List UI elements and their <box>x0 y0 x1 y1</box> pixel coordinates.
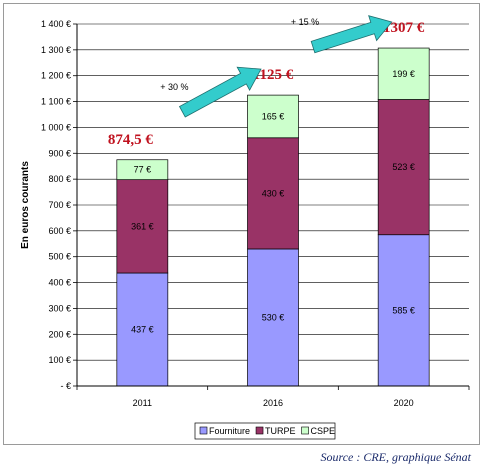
y-tick-label: 1 400 € <box>41 19 71 29</box>
chart-frame: - € 100 € 200 € 300 € 400 € 500 € 600 € 700 € 80… <box>3 3 480 445</box>
segment-label: 430 € <box>262 188 285 198</box>
y-axis-label: En euros courants <box>20 161 31 249</box>
y-tick-label: 300 € <box>48 303 71 313</box>
bar-cspe-2020 <box>377 47 430 100</box>
bar-turpe-2011 <box>116 179 169 274</box>
bar-turpe-2016 <box>247 137 299 250</box>
growth-arrows <box>178 15 393 118</box>
growth-arrow <box>178 66 262 118</box>
labels: 437 € 361 € 77 € 530 € 430 € 165 € 585 € 523 € 1… <box>108 17 425 334</box>
growth-arrow <box>310 15 393 54</box>
axes: - € 100 € 200 € 300 € 400 € 500 € 600 € 700 € 80… <box>20 19 470 408</box>
bar-fourniture-2011 <box>116 272 169 387</box>
legend-swatch <box>255 426 264 435</box>
y-tick-label: 900 € <box>48 148 71 158</box>
bar-cspe-2016 <box>247 94 299 139</box>
bar-turpe-2020 <box>377 99 430 236</box>
x-tick-label: 2020 <box>394 398 414 408</box>
legend: Fourniture TURPE CSPE <box>194 422 336 440</box>
y-tick-label: - € <box>60 381 71 391</box>
segment-label: 530 € <box>262 312 285 322</box>
y-tick-label: 500 € <box>48 252 71 262</box>
y-tick-label: 200 € <box>48 329 71 339</box>
source-note: Source : CRE, graphique Sénat <box>320 450 471 464</box>
segment-label: 77 € <box>134 165 152 175</box>
segment-label: 437 € <box>131 325 154 335</box>
legend-box <box>194 422 336 440</box>
y-tick-label: 100 € <box>48 355 71 365</box>
total-label: 1307 € <box>383 20 425 36</box>
legend-entry: TURPE <box>265 426 296 436</box>
total-label: 1125 € <box>253 67 294 83</box>
y-tick-label: 400 € <box>48 278 71 288</box>
y-tick-label: 1 300 € <box>41 45 71 55</box>
segment-label: 585 € <box>392 305 415 315</box>
y-tick-label: 1 100 € <box>41 97 71 107</box>
segment-label: 165 € <box>262 111 285 121</box>
segment-label: 361 € <box>131 221 154 231</box>
growth-label: + 30 % <box>160 82 188 92</box>
y-tick-label: 1 000 € <box>41 122 71 132</box>
legend-entry: Fourniture <box>209 426 250 436</box>
bars <box>116 47 430 387</box>
y-tick-label: 700 € <box>48 200 71 210</box>
growth-label: + 15 % <box>291 17 319 27</box>
legend-swatch <box>301 426 309 435</box>
x-tick-label: 2016 <box>263 398 283 408</box>
segment-label: 199 € <box>392 69 415 79</box>
y-tick-label: 800 € <box>48 174 71 184</box>
y-tick-label: 1 200 € <box>41 71 71 81</box>
total-label: 874,5 € <box>108 132 154 148</box>
legend-entry: CSPE <box>311 426 336 436</box>
bar-fourniture-2020 <box>377 234 430 387</box>
legend-swatch <box>199 426 208 435</box>
y-tick-label: 600 € <box>48 226 71 236</box>
stacked-bar-chart: - € 100 € 200 € 300 € 400 € 500 € 600 € 700 € 80… <box>20 15 470 440</box>
bar-cspe-2011 <box>116 159 169 181</box>
x-tick-label: 2011 <box>133 398 152 408</box>
segment-label: 523 € <box>392 162 415 172</box>
bar-fourniture-2016 <box>247 248 299 387</box>
